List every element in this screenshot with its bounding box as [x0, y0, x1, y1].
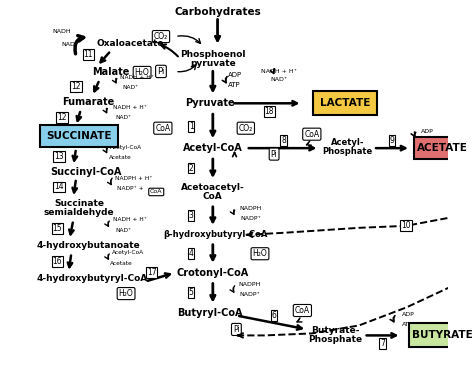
Text: 4-hydroxybutyryl-CoA: 4-hydroxybutyryl-CoA [36, 274, 148, 283]
Text: 17: 17 [147, 268, 156, 277]
Text: Acetyl-CoA: Acetyl-CoA [183, 143, 243, 153]
Text: CoA: CoA [203, 193, 223, 201]
Text: Acetyl-: Acetyl- [331, 138, 365, 147]
Text: 12: 12 [57, 113, 67, 122]
Text: Butyrate-: Butyrate- [311, 326, 360, 335]
FancyBboxPatch shape [40, 125, 118, 147]
Text: NAD⁺: NAD⁺ [123, 85, 139, 90]
Text: H₂O: H₂O [135, 68, 149, 77]
Text: Pi: Pi [271, 150, 277, 158]
FancyBboxPatch shape [313, 92, 377, 115]
Text: NADH + H⁺: NADH + H⁺ [120, 75, 155, 80]
Text: BUTYRATE: BUTYRATE [411, 330, 472, 340]
Text: Malate: Malate [92, 67, 130, 78]
Text: Phosphate: Phosphate [308, 335, 363, 344]
Text: NADH + H⁺: NADH + H⁺ [261, 69, 297, 74]
Text: 13: 13 [55, 152, 64, 161]
Text: ADP: ADP [228, 72, 242, 78]
Text: NADPH: NADPH [238, 282, 261, 287]
Text: CO₂: CO₂ [154, 32, 168, 41]
Text: CoA: CoA [150, 190, 163, 194]
Text: semialdehyde: semialdehyde [44, 208, 114, 217]
Text: NAD⁺: NAD⁺ [270, 77, 287, 82]
Text: β-hydroxybutyryl-CoA: β-hydroxybutyryl-CoA [164, 230, 268, 239]
Text: NADPH: NADPH [239, 206, 262, 212]
Text: NADH + H⁺: NADH + H⁺ [113, 105, 147, 110]
Text: 8: 8 [281, 136, 286, 145]
Text: ATP: ATP [402, 322, 414, 327]
Text: H₂O: H₂O [253, 249, 267, 258]
Text: Acetyl-CoA: Acetyl-CoA [110, 145, 142, 150]
Text: Acetoacetyl-: Acetoacetyl- [181, 183, 245, 193]
Text: H₂O: H₂O [118, 289, 134, 298]
Text: ATP: ATP [421, 139, 432, 144]
Text: 14: 14 [55, 183, 64, 191]
Text: Crotonyl-CoA: Crotonyl-CoA [177, 268, 249, 278]
Text: CoA: CoA [155, 124, 171, 133]
Text: 9: 9 [390, 136, 394, 145]
Text: LACTATE: LACTATE [319, 98, 370, 108]
Text: Pi: Pi [233, 325, 240, 334]
Text: NADPH + H⁺: NADPH + H⁺ [115, 176, 152, 180]
Text: Carbohydrates: Carbohydrates [174, 7, 261, 16]
Text: Pyruvate: Pyruvate [185, 98, 235, 108]
Text: 11: 11 [83, 50, 93, 59]
Text: 18: 18 [264, 107, 274, 116]
Text: 2: 2 [189, 164, 193, 172]
Text: 4: 4 [189, 249, 193, 258]
Text: 10: 10 [401, 221, 411, 230]
Text: 16: 16 [53, 257, 62, 266]
Text: 3: 3 [189, 212, 193, 220]
Text: NAD⁺: NAD⁺ [61, 42, 78, 47]
Text: 5: 5 [189, 288, 193, 297]
Text: 6: 6 [272, 311, 276, 320]
FancyBboxPatch shape [414, 137, 470, 159]
Text: ACETATE: ACETATE [417, 143, 467, 153]
Text: NADP⁺: NADP⁺ [239, 292, 260, 297]
Text: Acetyl-CoA: Acetyl-CoA [112, 250, 144, 255]
Text: NAD⁺: NAD⁺ [115, 115, 131, 120]
Text: Oxaloacetate: Oxaloacetate [96, 39, 164, 48]
Text: Succinyl-CoA: Succinyl-CoA [50, 167, 121, 177]
Text: 4-hydroxybutanoate: 4-hydroxybutanoate [36, 241, 140, 250]
Text: CO₂: CO₂ [239, 124, 253, 133]
Text: pyruvate: pyruvate [190, 59, 236, 68]
Text: 1: 1 [189, 122, 193, 131]
Text: Phosphoenol: Phosphoenol [180, 50, 246, 59]
Text: ATP: ATP [228, 82, 241, 88]
Text: Fumarate: Fumarate [62, 97, 115, 107]
Text: ADP: ADP [401, 312, 414, 317]
Text: 12: 12 [72, 82, 81, 91]
Text: SUCCINATE: SUCCINATE [46, 131, 112, 141]
Text: Pi: Pi [157, 67, 164, 76]
Text: 7: 7 [380, 339, 385, 348]
Text: Succinate: Succinate [54, 199, 104, 208]
Text: Acetate: Acetate [110, 261, 133, 266]
Text: Acetate: Acetate [109, 154, 132, 160]
Text: NAD⁺: NAD⁺ [115, 228, 131, 233]
Text: NADH + H⁺: NADH + H⁺ [113, 217, 147, 223]
Text: NADH: NADH [53, 29, 71, 34]
Text: Butyryl-CoA: Butyryl-CoA [177, 307, 243, 318]
Text: CoA: CoA [295, 306, 310, 315]
Text: NADP⁺ +: NADP⁺ + [117, 187, 143, 191]
Text: Phosphate: Phosphate [322, 147, 373, 156]
Text: NADP⁺: NADP⁺ [240, 216, 261, 221]
Text: CoA: CoA [304, 130, 319, 139]
Text: ADP: ADP [420, 129, 433, 134]
FancyBboxPatch shape [409, 324, 474, 347]
Text: 15: 15 [53, 224, 62, 234]
